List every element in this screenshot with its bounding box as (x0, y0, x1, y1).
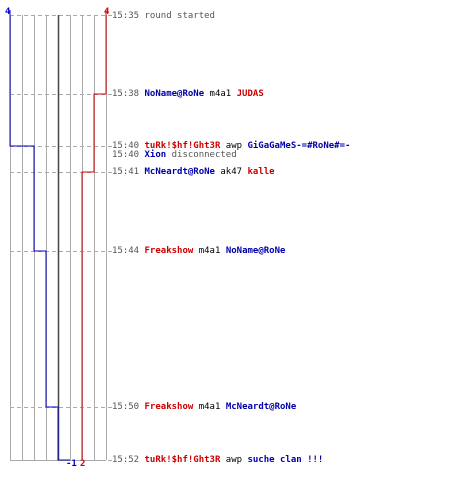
player-blue: McNeardt@RoNe (144, 167, 215, 177)
log-text: round started (144, 11, 215, 21)
log-time: 15:40 (112, 141, 140, 151)
player-blue: suche clan !!! (247, 455, 324, 465)
red-start-score: 4 (104, 7, 110, 17)
log-text: awp (220, 455, 248, 465)
log-text: disconnected (166, 150, 237, 160)
log-time: 15:40 (112, 150, 140, 160)
log-text: ak47 (214, 167, 248, 177)
log-time: 15:35 (112, 11, 140, 21)
log-entry: 15:52 tuRk!$hf!Ght3R awp suche clan !!! (112, 455, 323, 465)
player-blue: NoName@RoNe (225, 246, 286, 256)
log-time: 15:52 (112, 455, 140, 465)
log-entry: 15:50 Freakshow m4a1 McNeardt@RoNe (112, 402, 296, 412)
log-time: 15:38 (112, 89, 140, 99)
log-text: awp (220, 141, 248, 151)
log-text: m4a1 (193, 402, 226, 412)
log-time: 15:50 (112, 402, 140, 412)
player-red: Freakshow (144, 402, 194, 412)
log-entry: 15:40 Xion disconnected (112, 150, 237, 160)
log-entry: 15:38 NoName@RoNe m4a1 JUDAS (112, 89, 264, 99)
player-red: tuRk!$hf!Ght3R (144, 455, 221, 465)
log-entry: 15:35 round started (112, 11, 215, 21)
player-red: kalle (247, 167, 275, 177)
log-entry: 15:41 McNeardt@RoNe ak47 kalle (112, 167, 275, 177)
blue-team-line (9, 10, 70, 461)
log-time: 15:44 (112, 246, 140, 256)
player-blue: McNeardt@RoNe (225, 402, 297, 412)
player-red: tuRk!$hf!Ght3R (144, 141, 221, 151)
player-blue: NoName@RoNe (144, 89, 205, 99)
player-blue: GiGaGaMeS-=#RoNe#=- (247, 141, 351, 151)
red-end-score: 2 (80, 459, 86, 469)
red-team-line (81, 10, 107, 460)
log-entry: 15:40 tuRk!$hf!Ght3R awp GiGaGaMeS-=#RoN… (112, 141, 350, 151)
player-red: JUDAS (236, 89, 264, 99)
log-text: m4a1 (193, 246, 226, 256)
player-red: Freakshow (144, 246, 194, 256)
blue-start-score: 4 (5, 7, 11, 17)
player-blue: Xion (144, 150, 167, 160)
log-time: 15:41 (112, 167, 140, 177)
log-entry: 15:44 Freakshow m4a1 NoName@RoNe (112, 246, 285, 256)
log-text: m4a1 (204, 89, 237, 99)
blue-end-score: -1 (66, 459, 77, 469)
